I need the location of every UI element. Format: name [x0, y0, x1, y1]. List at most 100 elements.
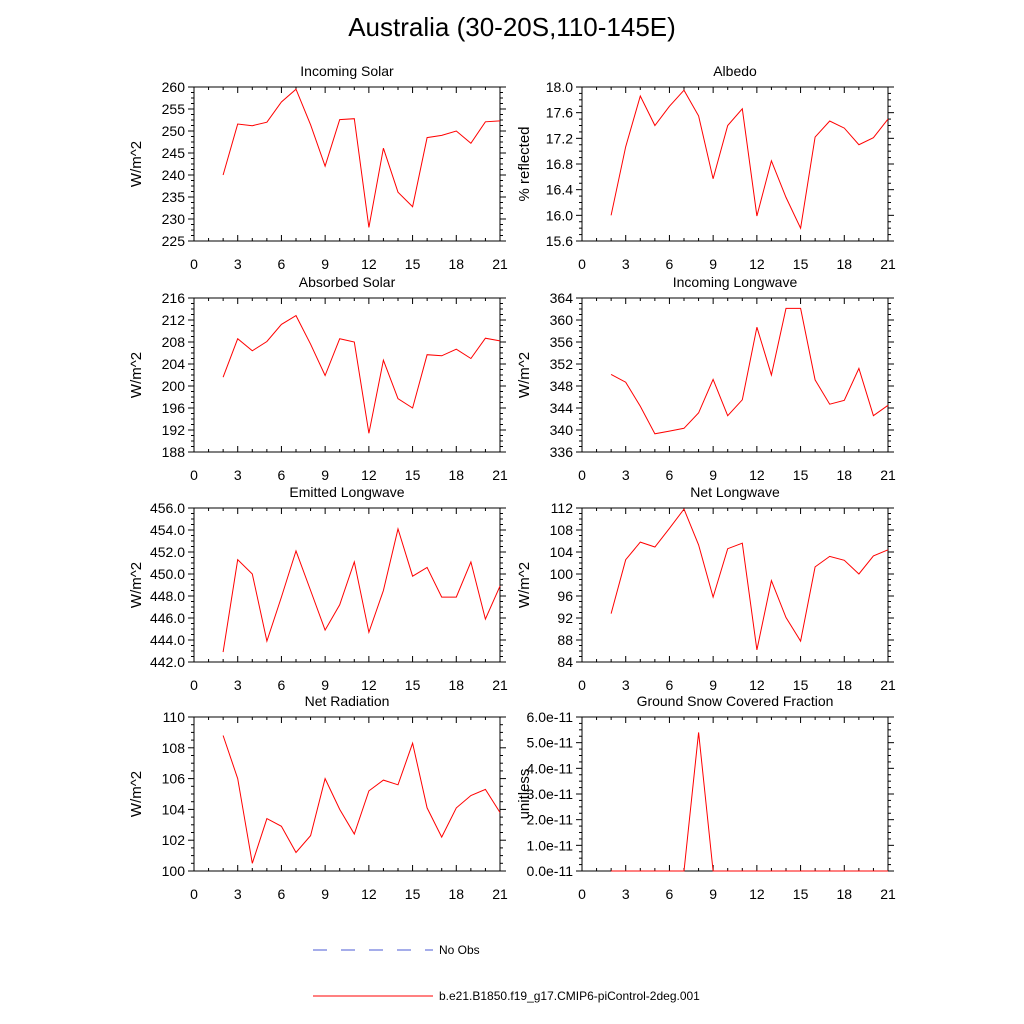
y-tick-label: 452.0 — [150, 544, 185, 560]
y-tick-label: 444.0 — [150, 632, 185, 648]
y-axis-label: W/m^2 — [516, 562, 533, 608]
x-tick-label: 18 — [836, 467, 852, 483]
x-tick-label: 3 — [622, 467, 630, 483]
x-tick-label: 6 — [278, 886, 286, 902]
y-axis-label: W/m^2 — [128, 562, 145, 608]
x-tick-label: 18 — [836, 256, 852, 272]
x-tick-label: 9 — [321, 467, 329, 483]
x-tick-label: 3 — [622, 886, 630, 902]
series-line-model — [222, 314, 501, 434]
plot-frame — [193, 86, 501, 242]
y-tick-label: 0.0e-11 — [527, 863, 574, 879]
x-tick-label: 18 — [448, 256, 464, 272]
y-axis-label: W/m^2 — [128, 141, 145, 187]
y-axis-label: % reflected — [516, 126, 533, 201]
y-tick-label: 356 — [550, 334, 574, 350]
y-tick-label: 240 — [162, 167, 186, 183]
y-tick-label: 208 — [162, 334, 186, 350]
x-tick-label: 21 — [880, 467, 896, 483]
x-tick-label: 3 — [234, 467, 242, 483]
legend-label-model: b.e21.B1850.f19_g17.CMIP6-piControl-2deg… — [439, 989, 700, 1003]
x-tick-label: 9 — [709, 256, 717, 272]
y-tick-label: 100 — [550, 566, 574, 582]
y-axis-label: W/m^2 — [516, 352, 533, 398]
x-tick-label: 15 — [405, 677, 421, 693]
x-tick-label: 3 — [234, 886, 242, 902]
y-tick-label: 4.0e-11 — [527, 760, 574, 776]
panel-ground-snow-covered-fraction: 0 3 6 9 12 15 18 21 0.0e-11 1.0e-11 2.0e-11 3.0e-11… — [516, 693, 896, 902]
x-tick-label: 12 — [749, 256, 765, 272]
y-tick-label: 104 — [162, 801, 186, 817]
x-tick-label: 3 — [622, 677, 630, 693]
panel-absorbed-solar: 0 3 6 9 12 15 18 21 188 192 196 200 204 208 212 216 Abso… — [128, 274, 508, 483]
x-tick-label: 0 — [190, 677, 198, 693]
x-tick-label: 3 — [234, 677, 242, 693]
x-tick-label: 21 — [880, 256, 896, 272]
x-tick-label: 18 — [448, 886, 464, 902]
y-tick-label: 84 — [557, 654, 573, 670]
y-tick-label: 204 — [162, 356, 186, 372]
panel-incoming-solar: 0 3 6 9 12 15 18 21 225 230 235 240 245 250 255 260 Inco… — [128, 63, 508, 272]
y-tick-label: 106 — [162, 771, 186, 787]
plot-frame — [193, 297, 501, 453]
series-line-model — [222, 526, 501, 653]
x-tick-label: 9 — [321, 256, 329, 272]
series-line-model — [222, 88, 501, 228]
y-tick-label: 17.6 — [546, 105, 573, 121]
series-line-model — [610, 307, 889, 435]
y-tick-label: 235 — [162, 189, 186, 205]
y-tick-label: 250 — [162, 123, 186, 139]
x-tick-label: 15 — [793, 467, 809, 483]
y-axis-label: W/m^2 — [128, 352, 145, 398]
panel-title: Albedo — [713, 63, 757, 79]
panel-title: Net Radiation — [305, 693, 390, 709]
panel-title: Emitted Longwave — [289, 484, 404, 500]
x-tick-label: 0 — [578, 467, 586, 483]
plot-frame — [581, 507, 889, 663]
panel-incoming-longwave: 0 3 6 9 12 15 18 21 336 340 344 348 352 356 360 364 Inco… — [516, 274, 896, 483]
x-tick-label: 3 — [622, 256, 630, 272]
x-tick-label: 15 — [405, 886, 421, 902]
x-tick-label: 6 — [278, 256, 286, 272]
plot-frame — [581, 86, 889, 242]
x-tick-label: 12 — [361, 256, 377, 272]
y-tick-label: 360 — [550, 312, 574, 328]
x-tick-label: 15 — [793, 677, 809, 693]
panel-title: Absorbed Solar — [299, 274, 396, 290]
x-tick-label: 6 — [278, 467, 286, 483]
y-tick-label: 2.0e-11 — [527, 812, 574, 828]
y-tick-label: 108 — [162, 740, 186, 756]
x-tick-label: 9 — [321, 886, 329, 902]
y-tick-label: 5.0e-11 — [527, 735, 574, 751]
x-tick-label: 6 — [666, 886, 674, 902]
x-tick-label: 21 — [492, 256, 508, 272]
y-tick-label: 188 — [162, 444, 186, 460]
x-tick-label: 21 — [492, 677, 508, 693]
x-tick-label: 0 — [578, 677, 586, 693]
y-tick-label: 16.0 — [546, 207, 573, 223]
x-tick-label: 9 — [709, 677, 717, 693]
y-tick-label: 17.2 — [546, 130, 573, 146]
panel-title: Ground Snow Covered Fraction — [637, 693, 834, 709]
x-tick-label: 12 — [361, 677, 377, 693]
y-tick-label: 92 — [557, 610, 573, 626]
x-tick-label: 12 — [749, 677, 765, 693]
y-tick-label: 18.0 — [546, 79, 573, 95]
x-tick-label: 0 — [190, 886, 198, 902]
y-tick-label: 230 — [162, 211, 186, 227]
y-tick-label: 3.0e-11 — [527, 786, 574, 802]
y-tick-label: 448.0 — [150, 588, 185, 604]
panel-net-radiation: 0 3 6 9 12 15 18 21 100 102 104 106 108 110 Net Radiat… — [128, 693, 508, 902]
y-tick-label: 200 — [162, 378, 186, 394]
panel-title: Incoming Solar — [300, 63, 394, 79]
x-tick-label: 15 — [793, 256, 809, 272]
panel-title: Incoming Longwave — [673, 274, 798, 290]
panel-title: Net Longwave — [690, 484, 780, 500]
x-tick-label: 3 — [234, 256, 242, 272]
y-tick-label: 450.0 — [150, 566, 185, 582]
y-tick-label: 446.0 — [150, 610, 185, 626]
y-tick-label: 456.0 — [150, 500, 185, 516]
legend-label-no-obs: No Obs — [439, 943, 480, 957]
x-tick-label: 18 — [836, 886, 852, 902]
